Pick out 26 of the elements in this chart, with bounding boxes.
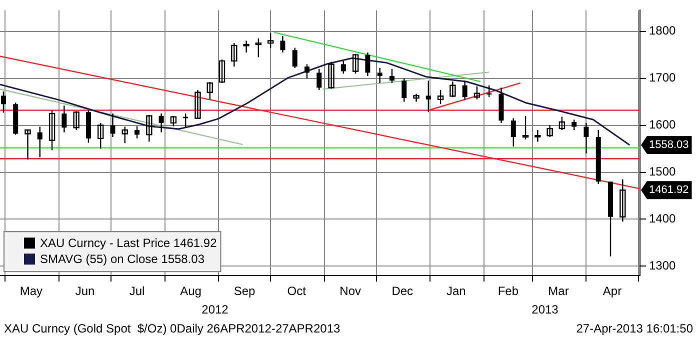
x-tick-label: Mar: [548, 284, 569, 298]
text: 2013: [532, 302, 559, 316]
x-tick-label: Apr: [602, 284, 622, 298]
y-tick-label: 1700: [649, 70, 676, 85]
x-tick-label: May: [20, 284, 43, 298]
annotation: 1461.92: [649, 184, 689, 196]
x-tick-label: Jul: [129, 284, 145, 298]
text: XAU Curncy (Gold Spot $/Oz) 0Daily 26APR2012-27APR2013: [4, 321, 340, 336]
y-tick-label: 1800: [649, 24, 676, 38]
y-tick-label: 1500: [649, 164, 676, 179]
x-tick-label: Sep: [234, 284, 256, 298]
text: 2012: [202, 302, 229, 316]
x-tick-label: Oct: [287, 284, 307, 298]
x-tick-label: Jun: [75, 284, 95, 298]
x-tick-label: Dec: [392, 284, 414, 298]
legend-label: SMAVG (55) on Close 1558.03: [40, 252, 205, 266]
x-tick-label: Aug: [180, 284, 202, 298]
x-tick-label: Nov: [340, 284, 362, 298]
text: 27-Apr-2013 16:01:50: [576, 321, 694, 336]
x-tick-label: Feb: [498, 284, 519, 298]
legend-label: XAU Curncy - Last Price 1461.92: [40, 236, 218, 250]
x-tick-label: Jan: [446, 284, 466, 298]
y-tick-label: 1300: [649, 258, 676, 273]
annotation: 1558.03: [649, 139, 689, 152]
y-tick-label: 1400: [649, 212, 676, 226]
y-tick-label: 1600: [649, 118, 676, 132]
